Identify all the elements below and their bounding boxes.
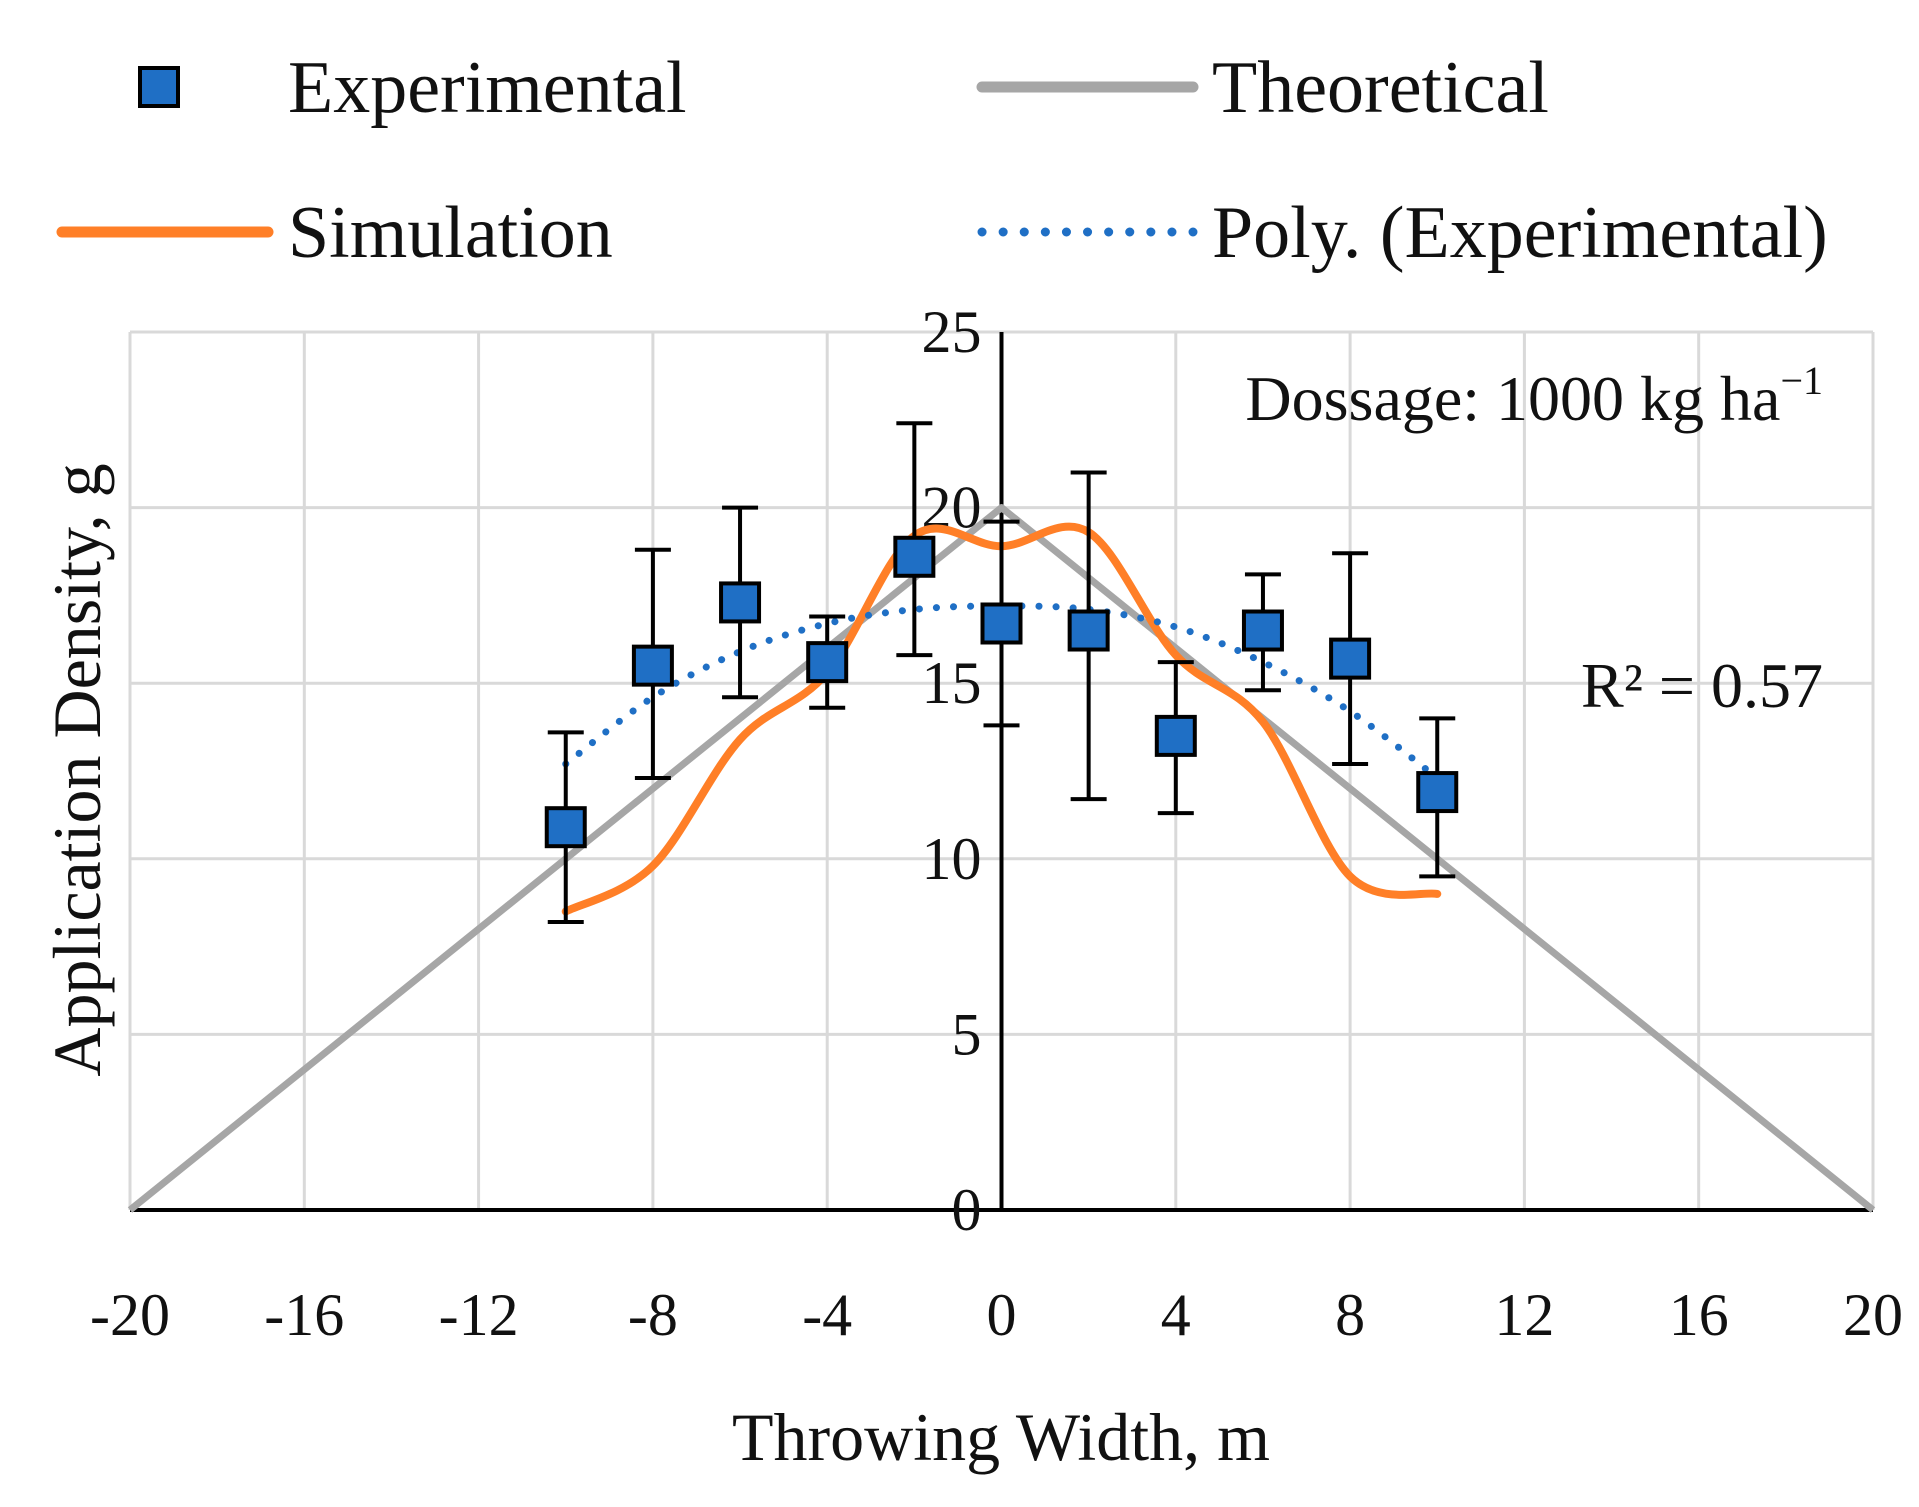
experimental-point-4 [893, 535, 936, 578]
x-tick-label-7: 8 [1335, 1282, 1365, 1348]
experimental-point-3 [806, 641, 849, 684]
y-tick-label-5: 25 [922, 299, 982, 365]
legend-experimental-marker [138, 66, 180, 108]
r-squared-annotation: R² = 0.57 [1581, 650, 1823, 721]
plot-series [127, 421, 1876, 1213]
x-tick-label-5: 0 [987, 1282, 1017, 1348]
experimental-point-0 [544, 806, 587, 849]
x-tick-label-2: -12 [439, 1282, 519, 1348]
experimental-point-5 [980, 602, 1023, 645]
experimental-point-10 [1416, 771, 1459, 814]
dosage-superscript: −1 [1780, 358, 1823, 403]
y-tick-label-1: 5 [952, 1001, 982, 1067]
legend-poly-label: Poly. (Experimental) [1212, 192, 1828, 274]
x-axis-title: Throwing Width, m [732, 1399, 1270, 1475]
experimental-point-6 [1067, 609, 1110, 652]
x-tick-label-10: 20 [1843, 1282, 1903, 1348]
y-tick-label-3: 15 [922, 650, 982, 716]
x-tick-label-3: -8 [628, 1282, 678, 1348]
experimental-point-7 [1154, 714, 1197, 757]
x-tick-labels: -20 -16 -12 -8 -4 0 4 8 12 16 20 [90, 1282, 1903, 1348]
y-axis-title: Application Density, g [39, 463, 115, 1076]
theoretical-line [127, 504, 1876, 1213]
x-tick-label-0: -20 [90, 1282, 170, 1348]
experimental-point-1 [631, 644, 674, 687]
x-tick-label-1: -16 [264, 1282, 344, 1348]
x-tick-label-9: 16 [1669, 1282, 1729, 1348]
legend-simulation-label: Simulation [288, 192, 613, 274]
experimental-point-2 [719, 581, 762, 624]
legend-experimental-label: Experimental [288, 47, 687, 129]
experimental-point-9 [1329, 637, 1372, 680]
experimental-point-8 [1241, 609, 1284, 652]
x-tick-label-6: 4 [1161, 1282, 1191, 1348]
dosage-text: Dossage: 1000 kg ha [1245, 363, 1780, 434]
legend: Experimental Theoretical Simulation Poly… [56, 47, 1828, 274]
dosage-annotation: Dossage: 1000 kg ha−1 [1245, 358, 1823, 434]
x-tick-label-4: -4 [802, 1282, 852, 1348]
y-tick-label-0: 0 [952, 1177, 982, 1243]
x-tick-label-8: 12 [1494, 1282, 1554, 1348]
y-tick-label-2: 10 [922, 826, 982, 892]
axes [130, 332, 1873, 1212]
legend-theoretical-label: Theoretical [1212, 47, 1549, 129]
